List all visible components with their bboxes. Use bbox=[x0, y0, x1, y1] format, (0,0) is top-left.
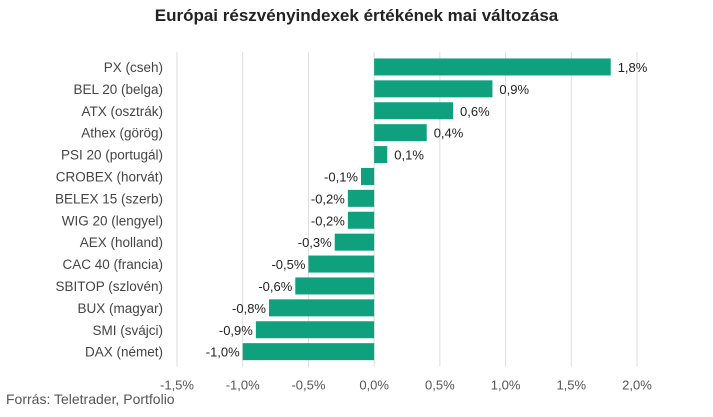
value-label: 0,1% bbox=[394, 148, 424, 163]
bar bbox=[374, 146, 388, 164]
value-labels: 1,8% 0,9% 0,6% 0,4% 0,1% -0,1% -0,2% -0,2% -0,3%… bbox=[206, 60, 648, 360]
bar bbox=[295, 277, 375, 295]
bar bbox=[361, 167, 375, 185]
bar bbox=[347, 189, 375, 207]
category-label: AEX (holland) bbox=[80, 235, 163, 250]
bar bbox=[269, 299, 375, 317]
x-tick-label: 2,0% bbox=[622, 378, 652, 393]
value-label: 0,6% bbox=[460, 104, 490, 119]
value-label: -0,2% bbox=[311, 213, 345, 228]
category-label: BEL 20 (belga) bbox=[73, 82, 163, 97]
x-axis-tick-labels: -1,5% -1,0% -0,5% 0,0% 0,5% 1,0% 1,5% 2,0% bbox=[160, 378, 652, 393]
bar bbox=[242, 343, 375, 361]
value-label: 1,8% bbox=[618, 60, 648, 75]
category-label: BUX (magyar) bbox=[77, 301, 163, 316]
value-label: 0,4% bbox=[434, 126, 464, 141]
x-tick-label: 0,5% bbox=[425, 378, 455, 393]
value-label: -0,8% bbox=[232, 301, 266, 316]
category-label: PX (cseh) bbox=[104, 60, 163, 75]
category-label: PSI 20 (portugál) bbox=[61, 148, 163, 163]
value-label: -0,2% bbox=[311, 191, 345, 206]
value-label: -0,1% bbox=[324, 169, 358, 184]
x-tick-label: 1,0% bbox=[491, 378, 521, 393]
x-tick-label: -1,5% bbox=[160, 378, 194, 393]
category-label: CROBEX (horvát) bbox=[56, 169, 163, 184]
category-label: ATX (osztrák) bbox=[81, 104, 163, 119]
category-label: Athex (görög) bbox=[81, 126, 163, 141]
value-label: -0,6% bbox=[258, 279, 292, 294]
gridlines bbox=[176, 52, 638, 367]
x-tick-label: -1,0% bbox=[226, 378, 260, 393]
chart-title: Európai részvényindexek értékének mai vá… bbox=[154, 6, 559, 25]
value-label: 0,9% bbox=[499, 82, 529, 97]
bar bbox=[374, 80, 493, 98]
category-label: SMI (svájci) bbox=[93, 323, 164, 338]
source-note: Forrás: Teletrader, Portfolio bbox=[6, 391, 175, 407]
value-label: -1,0% bbox=[206, 345, 240, 360]
bar bbox=[374, 102, 453, 120]
category-label: BELEX 15 (szerb) bbox=[55, 191, 163, 206]
category-labels: PX (cseh) BEL 20 (belga) ATX (osztrák) Athe… bbox=[55, 60, 163, 360]
category-label: SBITOP (szlovén) bbox=[55, 279, 163, 294]
x-tick-label: 0,0% bbox=[359, 378, 389, 393]
value-label: -0,5% bbox=[271, 257, 305, 272]
value-label: -0,9% bbox=[219, 323, 253, 338]
x-tick-label: 1,5% bbox=[556, 378, 586, 393]
bar bbox=[374, 58, 611, 76]
bar bbox=[347, 211, 375, 229]
value-label: -0,3% bbox=[298, 235, 332, 250]
bar bbox=[334, 233, 375, 251]
x-tick-label: -0,5% bbox=[291, 378, 325, 393]
category-label: DAX (német) bbox=[85, 345, 163, 360]
bar bbox=[255, 321, 375, 339]
category-label: CAC 40 (francia) bbox=[62, 257, 163, 272]
bar bbox=[308, 255, 375, 273]
category-label: WIG 20 (lengyel) bbox=[62, 213, 163, 228]
bar bbox=[374, 124, 427, 142]
bars-group bbox=[242, 58, 611, 361]
